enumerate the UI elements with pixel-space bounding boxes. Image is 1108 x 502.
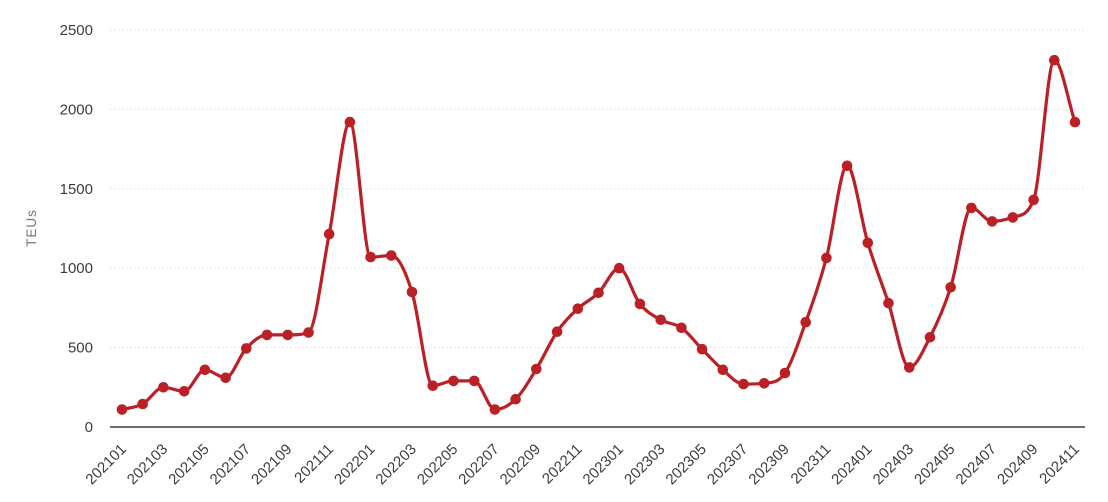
gridlines-group [110,29,1085,349]
data-point-202308[interactable] [758,378,770,389]
data-point-202203[interactable] [406,286,418,298]
x-tick-label-202405: 202405 [911,441,958,488]
data-point-202408[interactable] [1007,212,1019,223]
data-point-202110[interactable] [303,327,314,338]
x-tick-label-202409: 202409 [994,441,1041,488]
x-axis-tick-labels: 2021012021032021052021072021092021112022… [82,441,1082,488]
x-tick-label-202411: 202411 [1036,441,1083,488]
data-point-202208[interactable] [510,393,521,405]
x-tick-label-202209: 202209 [497,441,544,488]
data-point-202107[interactable] [241,343,252,354]
x-tick-label-202205: 202205 [414,441,461,488]
x-tick-label-202109: 202109 [248,441,295,488]
x-tick-label-202401: 202401 [828,441,875,488]
y-tick-label-0: 0 [85,419,93,436]
data-point-202310[interactable] [800,316,811,328]
y-tick-label-2500: 2500 [60,22,93,39]
x-tick-label-202311: 202311 [788,441,835,488]
data-point-202406[interactable] [966,202,977,214]
x-tick-label-202307: 202307 [704,441,751,488]
x-tick-label-202103: 202103 [124,441,171,488]
x-tick-label-202207: 202207 [455,441,502,488]
data-point-202205[interactable] [448,375,459,387]
y-tick-label-1000: 1000 [60,260,93,277]
series-line [120,58,1077,412]
y-axis-tick-labels: 0 500 1000 1500 2000 2500 [60,22,93,436]
data-points-group [116,54,1081,415]
data-point-202401[interactable] [862,237,874,249]
data-point-202204[interactable] [427,380,439,392]
x-tick-label-202201: 202201 [331,441,378,488]
data-point-202302[interactable] [634,298,646,310]
data-point-202209[interactable] [531,363,542,375]
data-point-202301[interactable] [613,262,625,274]
data-point-202405[interactable] [945,282,956,293]
x-tick-label-202107: 202107 [207,441,254,488]
x-tick-label-202309: 202309 [745,441,792,488]
x-tick-label-202203: 202203 [372,441,419,488]
data-point-202402[interactable] [883,297,894,309]
data-point-202212[interactable] [593,287,604,299]
data-point-202211[interactable] [572,303,584,315]
data-point-202407[interactable] [986,216,998,227]
data-point-202409[interactable] [1028,194,1039,206]
data-point-202108[interactable] [261,329,273,341]
data-point-202304[interactable] [676,322,687,334]
x-tick-label-202101: 202101 [82,441,129,488]
x-tick-label-202211: 202211 [539,441,586,488]
x-tick-label-202111: 202111 [291,441,337,487]
data-point-202210[interactable] [551,326,563,338]
data-point-202206[interactable] [468,375,480,387]
data-point-202102[interactable] [137,398,148,410]
data-point-202306[interactable] [717,364,729,376]
x-tick-label-202305: 202305 [663,441,710,488]
data-point-202105[interactable] [199,364,211,376]
data-point-202307[interactable] [738,378,749,390]
data-point-202111[interactable] [323,228,335,240]
x-tick-label-202303: 202303 [621,441,668,488]
y-tick-label-2000: 2000 [60,101,93,118]
x-tick-label-202105: 202105 [165,441,212,488]
data-point-202411[interactable] [1069,116,1081,128]
x-tick-label-202301: 202301 [580,441,627,488]
data-point-202309[interactable] [779,367,791,379]
data-point-202106[interactable] [220,372,231,384]
data-point-202207[interactable] [489,404,501,415]
data-point-202403[interactable] [904,362,915,373]
data-point-202311[interactable] [821,252,832,264]
y-axis-title: TEUs [24,209,39,247]
data-point-202112[interactable] [344,116,356,128]
x-tick-label-202407: 202407 [953,441,1000,488]
data-point-202202[interactable] [386,250,397,261]
data-point-202305[interactable] [696,343,708,355]
y-tick-label-500: 500 [68,340,93,357]
data-point-202303[interactable] [655,314,666,326]
data-point-202404[interactable] [924,332,936,343]
data-point-202312[interactable] [841,160,853,172]
data-point-202201[interactable] [365,251,376,263]
data-point-202103[interactable] [158,382,169,393]
x-tick-label-202403: 202403 [870,441,917,488]
data-point-202109[interactable] [282,329,294,341]
data-point-202101[interactable] [116,404,128,415]
y-tick-label-1500: 1500 [60,181,93,198]
data-point-202104[interactable] [178,386,190,397]
data-point-202410[interactable] [1049,54,1060,66]
